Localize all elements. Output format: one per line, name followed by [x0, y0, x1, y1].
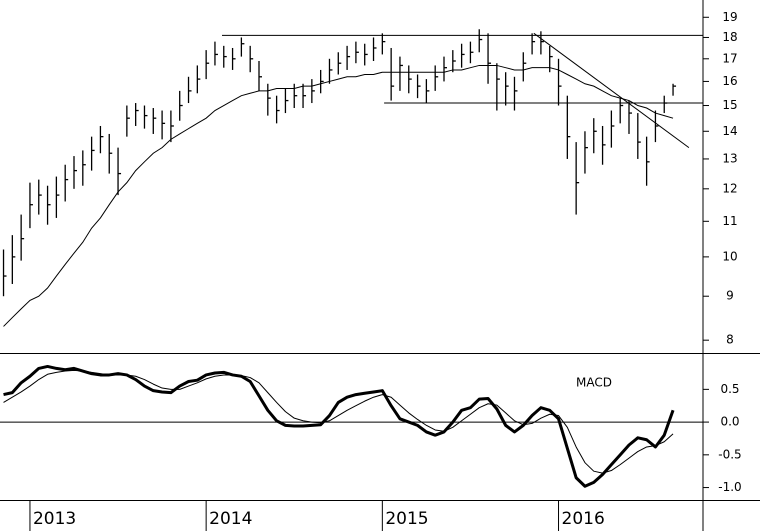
- y-tick-label: 15: [722, 98, 737, 112]
- macd-line: [3, 364, 675, 488]
- y-tick-label: 14: [722, 124, 737, 138]
- y-tick-label: 0.0: [720, 415, 739, 429]
- panel-label: MACD: [576, 376, 612, 390]
- x-tick-label: 2014: [209, 509, 252, 529]
- moving-average: [3, 64, 674, 327]
- y-tick-label: -0.5: [718, 447, 741, 461]
- x-tick-label: 2015: [385, 509, 428, 529]
- y-tick-label: 9: [726, 289, 734, 303]
- y-tick-label: 19: [722, 10, 737, 24]
- y-tick-label: 12: [722, 181, 737, 195]
- y-tick-label: -1.0: [718, 480, 741, 494]
- macd-line: [3, 369, 674, 474]
- x-tick-label: 2016: [562, 509, 605, 529]
- y-tick-label: 11: [722, 214, 737, 228]
- y-tick-label: 16: [722, 74, 737, 88]
- y-tick-label: 0.5: [720, 382, 739, 396]
- y-tick-label: 18: [722, 30, 737, 44]
- y-tick-label: 8: [726, 333, 734, 347]
- x-tick-label: 2013: [33, 509, 76, 529]
- y-tick-label: 13: [722, 151, 737, 165]
- trend-line: [533, 32, 690, 149]
- y-tick-label: 10: [722, 249, 737, 263]
- y-tick-label: 17: [722, 51, 737, 65]
